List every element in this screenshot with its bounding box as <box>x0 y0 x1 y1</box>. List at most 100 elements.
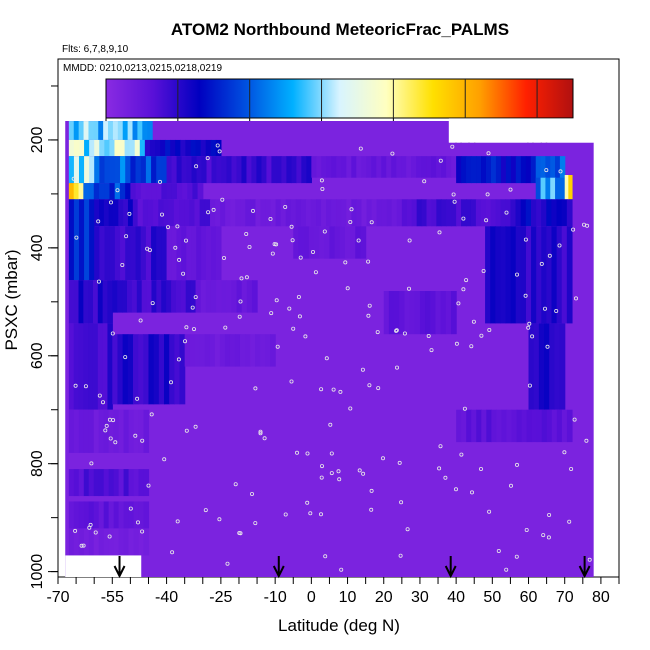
heatmap-cell <box>406 156 412 178</box>
heatmap-cell <box>88 528 95 556</box>
x-tick-label: 40 <box>447 589 465 606</box>
sample-marker <box>406 286 411 291</box>
heatmap-cell <box>490 199 497 227</box>
x-tick-label: -40 <box>155 589 178 606</box>
sample-marker <box>345 286 350 291</box>
heatmap-cell <box>388 291 395 335</box>
sample-marker <box>523 293 528 298</box>
heatmap-cell <box>470 199 477 227</box>
heatmap-cell <box>68 280 75 324</box>
heatmap-cell <box>441 156 447 178</box>
heatmap-cell <box>471 156 477 184</box>
heatmap-cell <box>215 199 221 227</box>
sample-marker <box>294 450 299 455</box>
sample-marker <box>367 383 372 388</box>
heatmap-cell <box>270 334 276 367</box>
y-tick-label: 400 <box>29 234 46 261</box>
heatmap-cell <box>201 156 208 184</box>
heatmap-cell <box>536 199 542 227</box>
heatmap-cell <box>296 156 302 184</box>
heatmap-cell <box>114 139 121 157</box>
sample-marker <box>310 249 315 254</box>
heatmap-cell <box>271 156 278 184</box>
sample-marker <box>451 192 456 197</box>
heatmap-cell <box>525 199 532 227</box>
flight-arrow-head <box>272 565 285 579</box>
heatmap-cell <box>78 156 85 184</box>
empty-region <box>65 555 142 577</box>
heatmap-cell <box>143 501 150 529</box>
sample-marker <box>149 412 154 417</box>
sample-marker <box>422 179 427 184</box>
heatmap-cell <box>220 199 226 227</box>
sample-marker <box>339 567 344 572</box>
heatmap-cell <box>450 291 457 335</box>
heatmap-cell <box>93 183 100 200</box>
heatmap-cell <box>275 199 282 227</box>
heatmap-cell <box>78 409 85 453</box>
heatmap-cell <box>216 280 222 313</box>
sample-marker <box>547 513 552 518</box>
heatmap-cell <box>531 226 537 324</box>
sample-marker <box>297 314 302 319</box>
heatmap-cell <box>130 156 137 184</box>
heatmap-cell <box>535 156 542 184</box>
heatmap-cell <box>411 199 418 227</box>
heatmap-cell <box>229 334 236 367</box>
sample-marker <box>459 452 464 457</box>
heatmap-cell <box>541 199 547 227</box>
heatmap-cell <box>525 226 532 324</box>
heatmap-cell <box>118 501 125 529</box>
heatmap-cell <box>142 199 149 227</box>
sample-marker <box>462 406 467 411</box>
heatmap-cell <box>185 280 192 313</box>
heatmap-cell <box>68 323 75 410</box>
heatmap-cell <box>500 226 507 324</box>
heatmap-cell <box>99 226 106 281</box>
heatmap-cell <box>436 199 442 227</box>
heatmap-cell <box>381 199 388 227</box>
heatmap-cell <box>200 280 207 313</box>
heatmap-cell <box>176 156 183 184</box>
sample-marker <box>108 436 113 441</box>
heatmap-cell <box>123 409 130 453</box>
heatmap-cell <box>93 409 100 453</box>
sample-marker <box>524 528 529 533</box>
heatmap-cell <box>366 199 373 227</box>
heatmap-cell <box>461 409 467 443</box>
heatmap-cell <box>416 156 422 178</box>
heatmap-cell <box>366 156 372 178</box>
heatmap-cell <box>113 501 120 529</box>
heatmap-cell <box>89 199 95 281</box>
sample-marker <box>544 168 549 173</box>
heatmap-cell <box>107 280 113 324</box>
flight-arrow-head <box>113 565 126 579</box>
heatmap-cell <box>197 183 204 200</box>
heatmap-cell <box>321 199 327 227</box>
heatmap-cell <box>204 334 211 367</box>
heatmap-cell <box>476 156 482 184</box>
heatmap-cell <box>102 323 109 410</box>
sample-marker <box>478 466 483 471</box>
heatmap-cell <box>125 156 131 184</box>
sample-marker <box>398 553 403 558</box>
sample-marker <box>394 365 399 370</box>
sample-marker <box>397 460 402 465</box>
heatmap-cell <box>490 156 497 184</box>
heatmap-cell <box>356 156 362 178</box>
sample-marker <box>318 512 323 517</box>
sample-marker <box>162 457 167 462</box>
y-tick-label: 1000 <box>29 554 46 590</box>
heatmap-cell <box>196 156 203 184</box>
sample-marker <box>107 417 112 422</box>
heatmap-cell <box>99 139 105 157</box>
heatmap-cell <box>83 501 90 529</box>
heatmap-cell <box>210 199 216 227</box>
heatmap-cell <box>551 409 558 443</box>
heatmap-cell <box>138 528 145 556</box>
heatmap-cell <box>104 139 110 157</box>
sample-marker <box>487 327 492 332</box>
heatmap-cell <box>431 156 437 178</box>
heatmap-cell <box>308 226 315 259</box>
heatmap-cell <box>360 226 367 259</box>
